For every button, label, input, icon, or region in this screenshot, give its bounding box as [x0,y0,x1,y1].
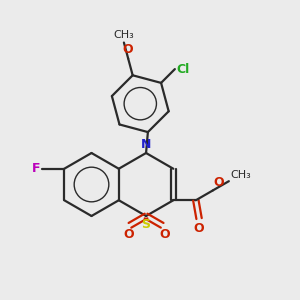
Text: CH₃: CH₃ [230,170,251,180]
Text: O: O [123,43,133,56]
Text: CH₃: CH₃ [113,30,134,40]
Text: N: N [141,138,151,151]
Text: Cl: Cl [176,63,190,76]
Text: F: F [32,162,40,175]
Text: O: O [194,222,204,235]
Text: O: O [213,176,224,189]
Text: S: S [142,218,151,230]
Text: O: O [123,228,134,241]
Text: O: O [159,228,170,241]
